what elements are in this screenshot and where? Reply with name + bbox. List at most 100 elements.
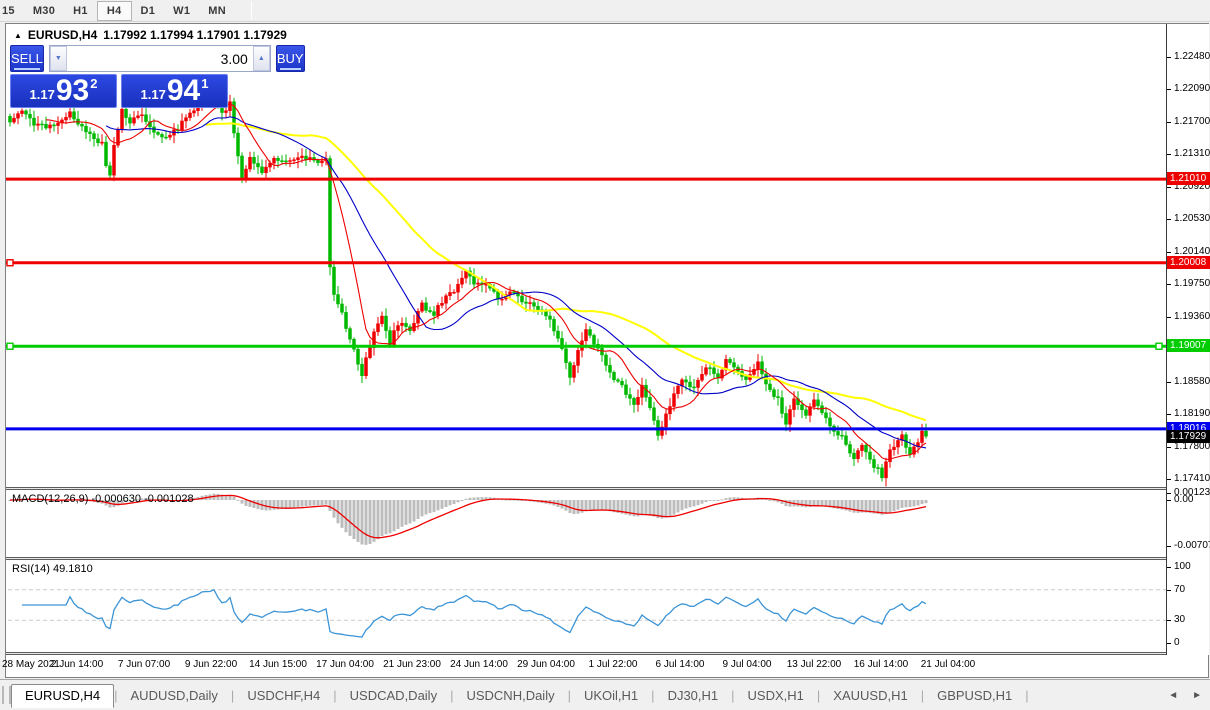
symbol-tab-USDCHF[interactable]: USDCHF,H4	[247, 687, 321, 703]
candle-body	[344, 312, 348, 329]
macd-histogram-bar	[844, 500, 848, 511]
candle-body	[788, 409, 792, 425]
time-axis-label: 28 May 2021	[2, 659, 60, 670]
candle-body	[388, 330, 392, 346]
tab-scroll-left-icon[interactable]: ◄	[1168, 689, 1179, 701]
macd-layer	[8, 493, 928, 545]
timeframe-button-W1[interactable]: W1	[173, 4, 191, 17]
line-handle-left[interactable]	[6, 342, 14, 350]
timeframe-button-15[interactable]: 15	[2, 4, 15, 17]
macd-histogram-bar	[504, 499, 508, 501]
tab-divider: |	[651, 687, 655, 703]
macd-histogram-bar	[596, 500, 600, 510]
symbol-tab-DJ30[interactable]: DJ30,H1	[667, 687, 719, 703]
macd-histogram-bar	[728, 497, 732, 500]
macd-histogram-bar	[620, 500, 624, 514]
candle-body	[604, 354, 608, 366]
macd-histogram-bar	[416, 500, 420, 520]
candle-body	[556, 330, 560, 339]
candles-layer[interactable]	[8, 85, 928, 487]
timeframe-button-H1[interactable]: H1	[73, 4, 88, 17]
candle-body	[356, 349, 360, 365]
symbol-tab-AUDUSD[interactable]: AUDUSD,Daily	[130, 687, 218, 703]
candle-body	[524, 301, 528, 304]
price-axis[interactable]: 1.22480 1.22090 1.21700 1.21310 1.20920 1.205…	[1166, 24, 1210, 655]
macd-histogram-bar	[480, 497, 484, 500]
line-handle-right[interactable]	[1155, 342, 1163, 350]
symbol-tab-USDCNH[interactable]: USDCNH,Daily	[466, 687, 555, 703]
macd-histogram-bar	[404, 500, 408, 525]
volume-increase-icon[interactable]: ▲	[252, 46, 270, 71]
macd-histogram-bar	[320, 500, 324, 506]
tab-divider: |	[1025, 687, 1029, 703]
macd-histogram-bar	[408, 500, 412, 524]
macd-histogram-bar	[476, 497, 480, 500]
macd-histogram-bar	[316, 500, 320, 506]
macd-histogram-bar	[908, 500, 912, 508]
chart-window	[5, 23, 1209, 678]
candle-body	[272, 157, 276, 164]
candle-body	[316, 160, 320, 164]
timeframe-button-M30[interactable]: M30	[32, 4, 56, 17]
symbol-tab-USDX[interactable]: USDX,H1	[747, 687, 804, 703]
volume-decrease-icon[interactable]: ▼	[49, 46, 67, 71]
candle-body	[452, 291, 456, 294]
candle-body	[896, 440, 900, 448]
candle-body	[256, 163, 260, 168]
buy-price-panel[interactable]: 1.17 94 1	[121, 74, 228, 108]
macd-histogram-bar	[584, 500, 588, 512]
line-handle-left[interactable]	[6, 259, 14, 267]
candle-body	[460, 277, 464, 285]
sell-price-panel[interactable]: 1.17 93 2	[10, 74, 117, 108]
main-macd-separator[interactable]	[6, 487, 1166, 490]
axis-tick-mark	[1167, 643, 1171, 644]
line-price-label: 1.21010	[1167, 172, 1210, 186]
macd-histogram-bar	[448, 500, 452, 506]
rsi-timeaxis-separator[interactable]	[6, 652, 1166, 655]
symbol-tab-GBPUSD[interactable]: GBPUSD,H1	[937, 687, 1013, 703]
macd-histogram-bar	[640, 500, 644, 516]
tab-bar-grip[interactable]	[2, 686, 11, 704]
candle-body	[852, 452, 856, 459]
macd-histogram-bar	[668, 500, 672, 517]
timeframe-button-D1[interactable]: D1	[140, 4, 156, 17]
macd-histogram-bar	[892, 500, 896, 512]
candle-body	[908, 447, 912, 455]
buy-price-prefix: 1.17	[140, 87, 166, 102]
macd-histogram-bar	[388, 500, 392, 534]
symbol-tab-XAUUSD[interactable]: XAUUSD,H1	[833, 687, 908, 703]
candle-body	[180, 120, 184, 131]
candle-body	[252, 157, 256, 164]
candle-body	[248, 157, 252, 170]
macd-histogram-bar	[696, 500, 700, 506]
symbol-tab-UKOil[interactable]: UKOil,H1	[583, 687, 639, 703]
timeframe-button-MN[interactable]: MN	[208, 4, 226, 17]
buy-button[interactable]: BUY	[275, 45, 305, 72]
axis-tick-mark	[1167, 567, 1171, 568]
candle-body	[188, 112, 192, 118]
macd-rsi-separator[interactable]	[6, 557, 1166, 560]
collapse-chart-icon[interactable]: ▲	[14, 30, 22, 40]
timeframe-button-H4[interactable]: H4	[96, 0, 132, 21]
macd-histogram-bar	[916, 500, 920, 506]
time-axis[interactable]: 28 May 2021 2 Jun 14:00 7 Jun 07:00 9 Jun 2…	[2, 656, 1166, 676]
candle-body	[564, 348, 568, 363]
macd-histogram-bar	[520, 500, 524, 501]
price-chart-canvas[interactable]	[6, 24, 1166, 655]
symbol-tab-EURUSD[interactable]: EURUSD,H4	[11, 683, 115, 708]
axis-tick-mark	[1167, 546, 1171, 547]
macd-histogram-bar	[864, 500, 868, 513]
candle-body	[56, 122, 60, 126]
macd-histogram-bar	[664, 500, 668, 518]
symbol-tab-USDCAD[interactable]: USDCAD,Daily	[349, 687, 438, 703]
tab-scroll-right-icon[interactable]: ►	[1192, 689, 1202, 701]
macd-histogram-bar	[468, 497, 472, 500]
candle-body	[724, 359, 728, 371]
candle-body	[112, 145, 116, 176]
macd-histogram-bar	[352, 500, 356, 540]
sell-button[interactable]: SELL	[10, 45, 44, 72]
axis-tick-mark	[1167, 186, 1171, 188]
volume-input[interactable]	[66, 46, 253, 71]
price-axis-tick: 1.20530	[1174, 213, 1210, 225]
macd-histogram-bar	[924, 500, 928, 504]
